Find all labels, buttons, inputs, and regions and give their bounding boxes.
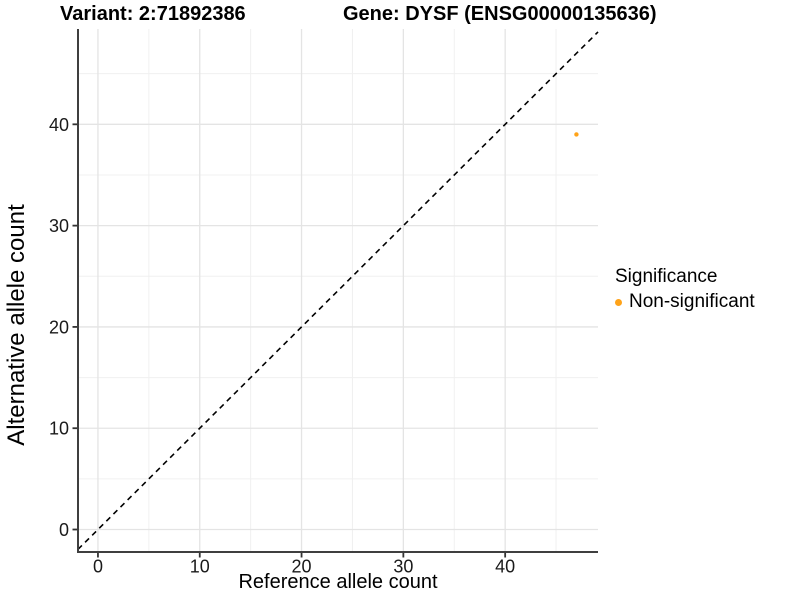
x-tick-label: 30 <box>393 557 413 577</box>
plot-title-gene: Gene: DYSF (ENSG00000135636) <box>343 3 657 25</box>
x-axis-title: Reference allele count <box>238 571 438 593</box>
x-tick-label: 20 <box>292 557 312 577</box>
plot-title-variant: Variant: 2:71892386 <box>60 3 246 25</box>
identity-line <box>77 31 599 550</box>
x-tick-label: 0 <box>93 557 103 577</box>
y-tick-label: 40 <box>49 115 69 135</box>
y-tick-label: 0 <box>59 520 69 540</box>
legend-item: Non-significant <box>615 291 755 313</box>
legend-item-label: Non-significant <box>629 291 755 312</box>
y-axis-title: Alternative allele count <box>3 204 30 446</box>
y-tick-label: 10 <box>49 419 69 439</box>
y-tick-label: 30 <box>49 216 69 236</box>
x-tick-label: 10 <box>190 557 210 577</box>
data-point <box>574 132 579 137</box>
legend: Significance Non-significant <box>615 266 755 313</box>
x-tick-label: 40 <box>495 557 515 577</box>
legend-key-dot <box>615 298 622 306</box>
legend-title: Significance <box>615 266 718 287</box>
legend-items: Non-significant <box>615 291 755 313</box>
y-tick-label: 20 <box>49 317 69 337</box>
